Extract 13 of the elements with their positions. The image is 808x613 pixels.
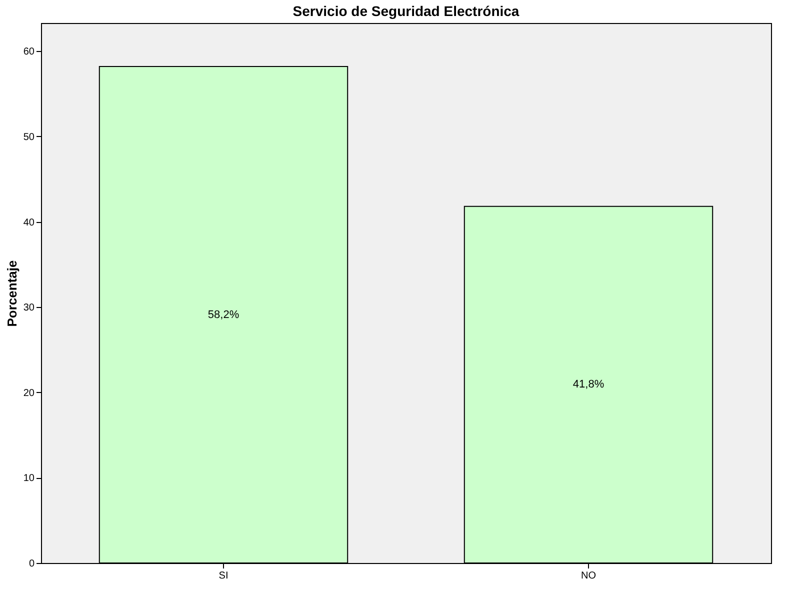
y-tick-label: 30 bbox=[23, 302, 35, 314]
y-tick-label: 20 bbox=[23, 388, 35, 399]
data-label: 41,8% bbox=[572, 378, 604, 391]
x-tick-label: SI bbox=[218, 570, 228, 582]
y-tick-label: 10 bbox=[23, 473, 35, 484]
y-tick-label: 0 bbox=[28, 558, 35, 570]
data-label: 58,2% bbox=[208, 308, 240, 321]
y-axis-title: Porcentaje bbox=[4, 260, 20, 327]
chart-title: Servicio de Seguridad Electrónica bbox=[292, 3, 520, 19]
y-tick-label: 60 bbox=[23, 46, 35, 58]
y-tick-label: 50 bbox=[23, 132, 35, 143]
y-tick-label: 40 bbox=[23, 217, 35, 228]
x-tick-label: NO bbox=[581, 570, 596, 582]
